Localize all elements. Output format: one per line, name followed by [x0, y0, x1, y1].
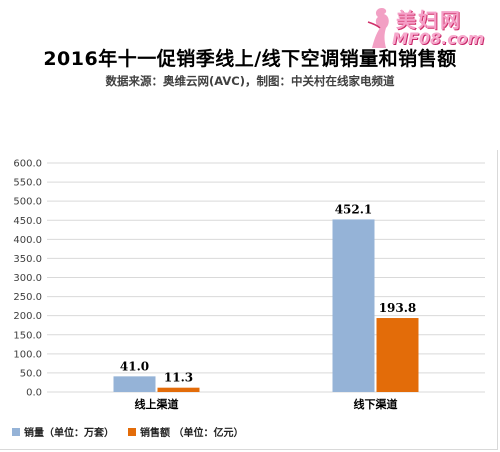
bar [376, 318, 419, 392]
y-tick-label: 550.0 [13, 178, 42, 189]
y-tick-label: 300.0 [13, 273, 42, 284]
legend-swatch-sales-volume [12, 427, 20, 436]
legend-label-sales-volume: 销量（单位：万套） [24, 428, 114, 439]
y-tick-label: 0.0 [26, 388, 42, 399]
chart-title: 2016年十一促销季线上/线下空调销量和销售额 [43, 48, 457, 70]
woman-silhouette-icon [367, 8, 389, 48]
y-tick-label: 350.0 [13, 254, 42, 265]
watermark-line-1: 美妇网 [396, 8, 462, 32]
chart-frame [0, 150, 498, 450]
legend-item-sales-amount: 销售额 （单位：亿元） [128, 424, 243, 439]
data-label: 11.3 [164, 371, 193, 385]
chart-legend: 销量（单位：万套） 销售额 （单位：亿元） [12, 424, 243, 439]
y-tick-label: 50.0 [20, 368, 42, 379]
x-tick-label: 线上渠道 [135, 397, 179, 411]
y-tick-label: 150.0 [13, 330, 42, 341]
x-tick-label: 线下渠道 [354, 397, 398, 411]
y-tick-label: 450.0 [13, 216, 42, 227]
y-tick-label: 100.0 [13, 349, 42, 360]
y-tick-label: 400.0 [13, 235, 42, 246]
legend-swatch-sales-amount [128, 427, 136, 436]
watermark-logo: 美妇网 MF08.com [362, 4, 492, 50]
y-tick-label: 250.0 [13, 292, 42, 303]
bar [157, 387, 200, 392]
y-tick-label: 500.0 [13, 197, 42, 208]
data-label: 193.8 [379, 301, 417, 315]
bar [332, 219, 375, 392]
legend-item-sales-volume: 销量（单位：万套） [12, 424, 114, 439]
chart-subtitle: 数据来源：奥维云网(AVC)，制图：中关村在线家电频道 [105, 74, 395, 88]
y-tick-label: 200.0 [13, 311, 42, 322]
data-label: 41.0 [120, 359, 149, 373]
data-label: 452.1 [335, 202, 373, 216]
watermark-line-2: MF08.com [392, 29, 485, 48]
legend-label-sales-amount: 销售额 （单位：亿元） [140, 428, 244, 439]
y-tick-label: 600.0 [13, 159, 42, 170]
bar [113, 376, 156, 392]
